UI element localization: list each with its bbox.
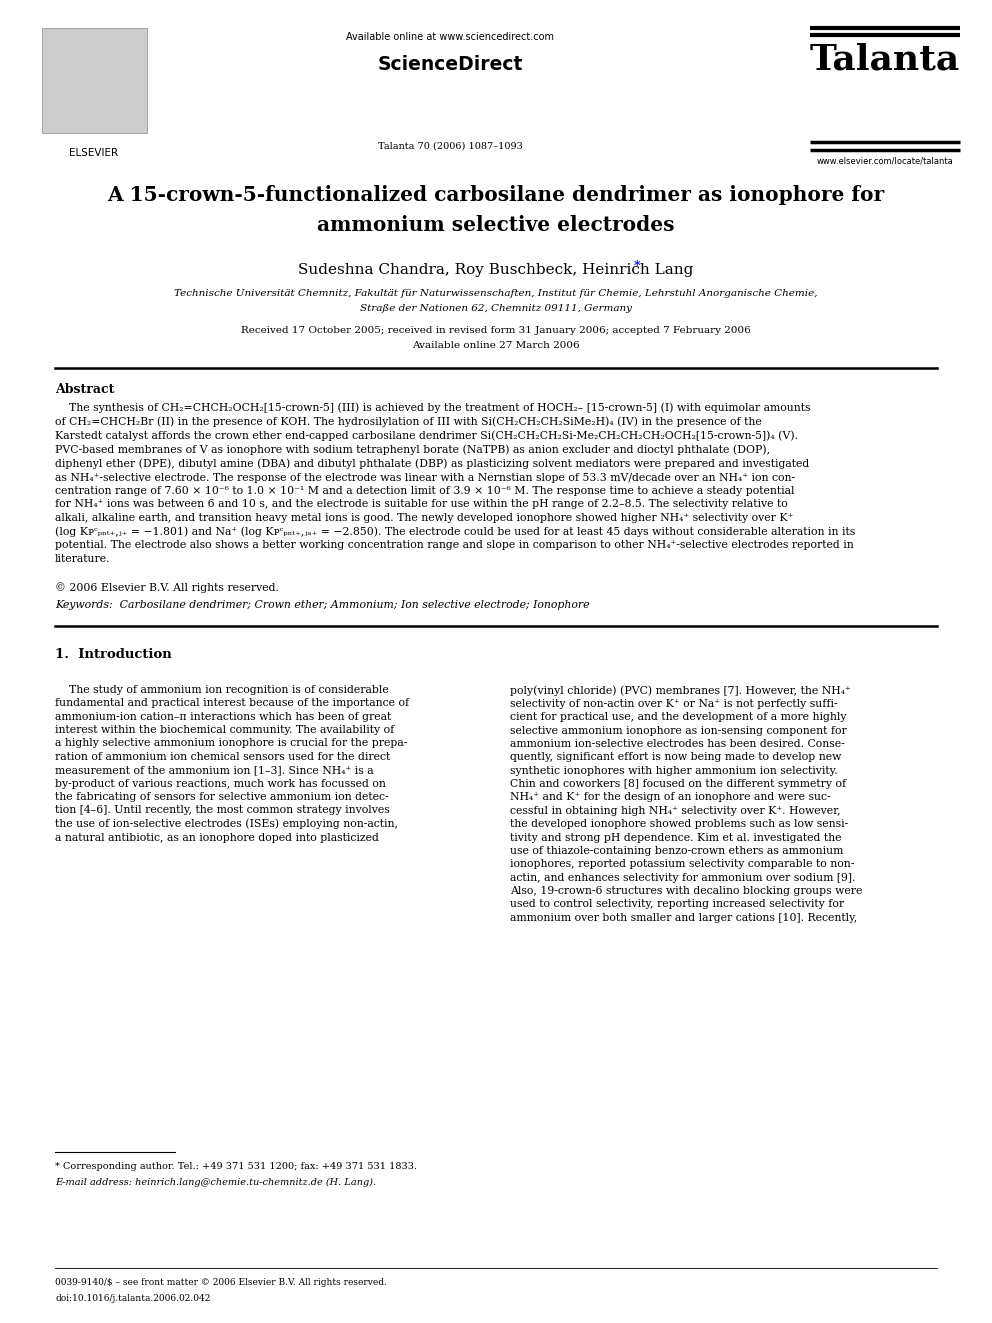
Text: A 15-crown-5-functionalized carbosilane dendrimer as ionophore for: A 15-crown-5-functionalized carbosilane … <box>107 185 885 205</box>
Text: doi:10.1016/j.talanta.2006.02.042: doi:10.1016/j.talanta.2006.02.042 <box>55 1294 210 1303</box>
Text: Available online at www.sciencedirect.com: Available online at www.sciencedirect.co… <box>346 32 554 42</box>
Text: © 2006 Elsevier B.V. All rights reserved.: © 2006 Elsevier B.V. All rights reserved… <box>55 582 279 593</box>
Text: E-mail address: heinrich.lang@chemie.tu-chemnitz.de (H. Lang).: E-mail address: heinrich.lang@chemie.tu-… <box>55 1177 376 1187</box>
Text: Straße der Nationen 62, Chemnitz 09111, Germany: Straße der Nationen 62, Chemnitz 09111, … <box>360 304 632 314</box>
Text: 0039-9140/$ – see front matter © 2006 Elsevier B.V. All rights reserved.: 0039-9140/$ – see front matter © 2006 El… <box>55 1278 387 1287</box>
Text: Received 17 October 2005; received in revised form 31 January 2006; accepted 7 F: Received 17 October 2005; received in re… <box>241 325 751 335</box>
Text: Available online 27 March 2006: Available online 27 March 2006 <box>413 341 579 351</box>
Text: *: * <box>634 261 641 273</box>
Text: Talanta 70 (2006) 1087–1093: Talanta 70 (2006) 1087–1093 <box>378 142 523 151</box>
Text: Technische Universität Chemnitz, Fakultät für Naturwissenschaften, Institut für : Technische Universität Chemnitz, Fakultä… <box>175 288 817 298</box>
Text: * Corresponding author. Tel.: +49 371 531 1200; fax: +49 371 531 1833.: * Corresponding author. Tel.: +49 371 53… <box>55 1162 417 1171</box>
FancyBboxPatch shape <box>42 28 147 134</box>
Text: Keywords:  Carbosilane dendrimer; Crown ether; Ammonium; Ion selective electrode: Keywords: Carbosilane dendrimer; Crown e… <box>55 601 589 610</box>
Text: poly(vinyl chloride) (PVC) membranes [7]. However, the NH₄⁺
selectivity of non-a: poly(vinyl chloride) (PVC) membranes [7]… <box>510 685 862 922</box>
Text: Sudeshna Chandra, Roy Buschbeck, Heinrich Lang: Sudeshna Chandra, Roy Buschbeck, Heinric… <box>299 263 693 277</box>
Text: ammonium selective electrodes: ammonium selective electrodes <box>317 216 675 235</box>
Text: www.elsevier.com/locate/talanta: www.elsevier.com/locate/talanta <box>816 157 953 165</box>
Text: ELSEVIER: ELSEVIER <box>69 148 119 157</box>
Text: The synthesis of CH₂=CHCH₂OCH₂[15-crown-5] (III) is achieved by the treatment of: The synthesis of CH₂=CHCH₂OCH₂[15-crown-… <box>55 402 855 564</box>
Text: Abstract: Abstract <box>55 382 114 396</box>
Text: Talanta: Talanta <box>809 42 960 75</box>
Text: 1.  Introduction: 1. Introduction <box>55 648 172 662</box>
Text: The study of ammonium ion recognition is of considerable
fundamental and practic: The study of ammonium ion recognition is… <box>55 685 409 843</box>
Text: ScienceDirect: ScienceDirect <box>377 56 523 74</box>
